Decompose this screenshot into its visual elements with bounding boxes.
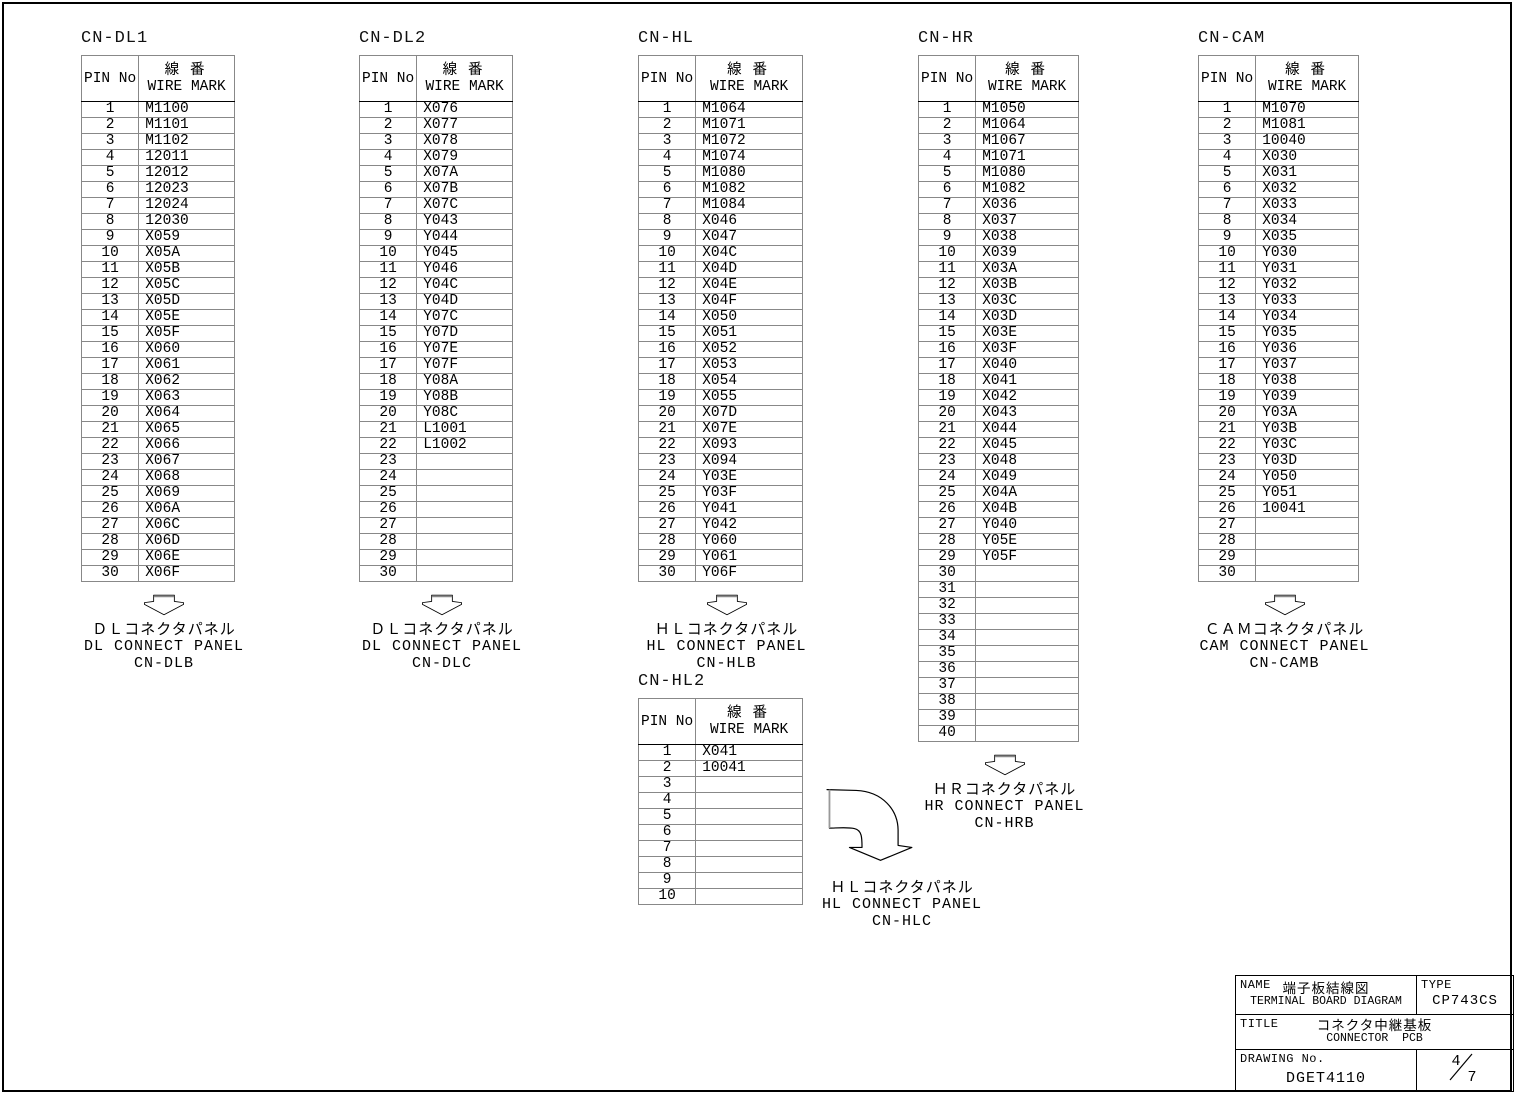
svg-text:7: 7 [1467,1069,1476,1084]
svg-text:4: 4 [1451,1053,1460,1070]
